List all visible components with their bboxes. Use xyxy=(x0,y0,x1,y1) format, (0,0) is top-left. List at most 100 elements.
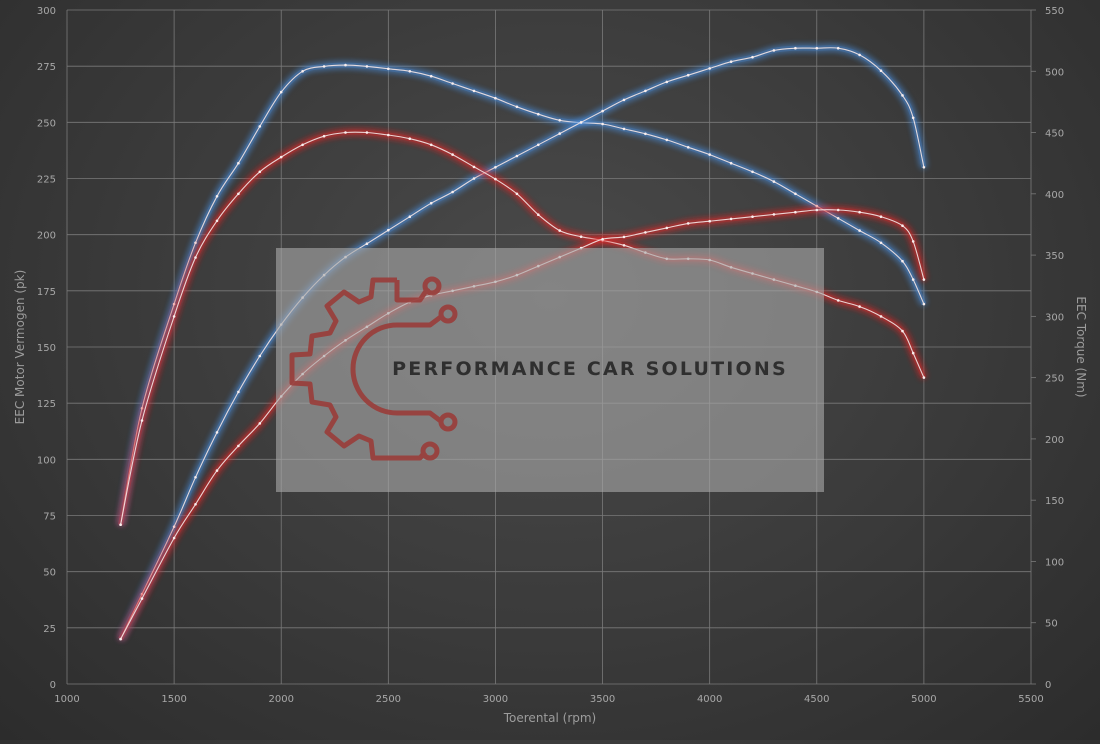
y-right-tick-label: 550 xyxy=(1045,6,1064,17)
watermark-brand-text: PERFORMANCE CAR SOLUTIONS xyxy=(392,358,788,380)
series-point xyxy=(494,96,497,100)
series-point xyxy=(901,94,904,97)
series-point xyxy=(258,354,262,358)
x-axis-title: Toerental (rpm) xyxy=(503,711,596,725)
series-point xyxy=(901,329,904,333)
series-point xyxy=(686,222,690,225)
y-right-tick-label: 500 xyxy=(1045,67,1064,78)
series-point xyxy=(194,256,197,259)
series-point xyxy=(515,105,519,109)
series-point xyxy=(408,70,412,73)
series-point xyxy=(558,229,561,232)
axis-ticks: 1000 1500 2000 2500 3000 3500 4000 4500 5000 5500… xyxy=(37,6,1064,705)
series-point xyxy=(215,431,219,434)
series-point xyxy=(515,154,519,158)
series-point xyxy=(836,46,840,50)
series-line xyxy=(120,64,925,525)
y-left-tick-label: 300 xyxy=(37,6,56,17)
series-point xyxy=(622,127,626,131)
series-point xyxy=(644,132,647,136)
series-point xyxy=(429,201,433,205)
series-point xyxy=(622,98,626,102)
series-point xyxy=(922,278,926,281)
series-point xyxy=(515,192,519,196)
series-point xyxy=(922,376,926,379)
series-point xyxy=(237,192,240,196)
series-point xyxy=(558,132,561,135)
series-point xyxy=(408,215,412,218)
series-point xyxy=(901,224,904,227)
series-point xyxy=(665,226,669,230)
series-point xyxy=(579,235,583,238)
series-point xyxy=(579,121,583,124)
y-left-tick-label: 150 xyxy=(37,343,56,354)
series-point xyxy=(815,204,819,208)
series-point xyxy=(858,229,861,232)
series-point xyxy=(922,302,926,306)
x-tick-label: 5500 xyxy=(1018,694,1043,705)
series-point xyxy=(365,242,369,245)
series-point xyxy=(686,146,690,149)
series-point xyxy=(258,125,262,128)
series-point xyxy=(215,195,219,198)
y-right-tick-label: 150 xyxy=(1045,496,1064,507)
series-point xyxy=(387,133,390,137)
series-point xyxy=(794,210,797,214)
series-point xyxy=(772,180,776,183)
y-right-axis-title: EEC Torque (Nm) xyxy=(1074,296,1088,397)
series-point xyxy=(601,109,604,113)
series-point xyxy=(301,70,304,73)
series-point xyxy=(622,235,626,239)
series-point xyxy=(215,219,219,223)
series-point xyxy=(601,237,604,241)
series-point xyxy=(644,89,647,93)
series-point xyxy=(794,192,797,196)
series-point xyxy=(344,131,347,134)
series-point xyxy=(472,177,476,180)
series-point xyxy=(194,241,197,245)
series-point xyxy=(140,597,144,600)
x-tick-label: 1000 xyxy=(54,694,79,705)
series-point xyxy=(858,305,861,308)
series-point xyxy=(911,278,915,281)
series-point xyxy=(686,73,690,77)
series-point xyxy=(472,165,476,169)
series-point xyxy=(879,69,883,72)
y-left-tick-label: 75 xyxy=(43,512,56,523)
series-point xyxy=(901,259,904,263)
series-point xyxy=(729,60,733,63)
series-point xyxy=(836,217,840,220)
series-point xyxy=(537,213,540,216)
x-tick-label: 4000 xyxy=(697,694,722,705)
series-point xyxy=(751,170,754,174)
series-point xyxy=(429,74,433,78)
y-right-tick-label: 400 xyxy=(1045,190,1064,201)
y-right-tick-label: 0 xyxy=(1045,680,1051,691)
series-point xyxy=(751,55,754,59)
y-left-tick-label: 225 xyxy=(37,175,56,186)
series-point xyxy=(365,131,369,134)
x-tick-label: 2500 xyxy=(376,694,401,705)
series-point xyxy=(387,67,390,71)
y-left-tick-label: 175 xyxy=(37,287,56,298)
series-point xyxy=(237,444,240,448)
series-point xyxy=(815,208,819,212)
series-point xyxy=(601,122,604,126)
x-tick-label: 1500 xyxy=(161,694,186,705)
y-left-axis-title: EEC Motor Vermogen (pk) xyxy=(13,270,27,425)
y-left-tick-label: 275 xyxy=(37,62,56,73)
series-point xyxy=(494,166,497,169)
series-point xyxy=(322,65,326,68)
series-point xyxy=(344,63,347,67)
series-point xyxy=(794,46,797,50)
watermark-panel xyxy=(276,248,824,492)
series-point xyxy=(194,476,197,479)
series-point xyxy=(258,170,262,174)
series-point xyxy=(879,315,883,318)
series-point xyxy=(172,315,176,318)
series-point xyxy=(537,143,540,147)
x-tick-label: 5000 xyxy=(911,694,936,705)
gear-circuit-logo-icon xyxy=(289,276,458,461)
